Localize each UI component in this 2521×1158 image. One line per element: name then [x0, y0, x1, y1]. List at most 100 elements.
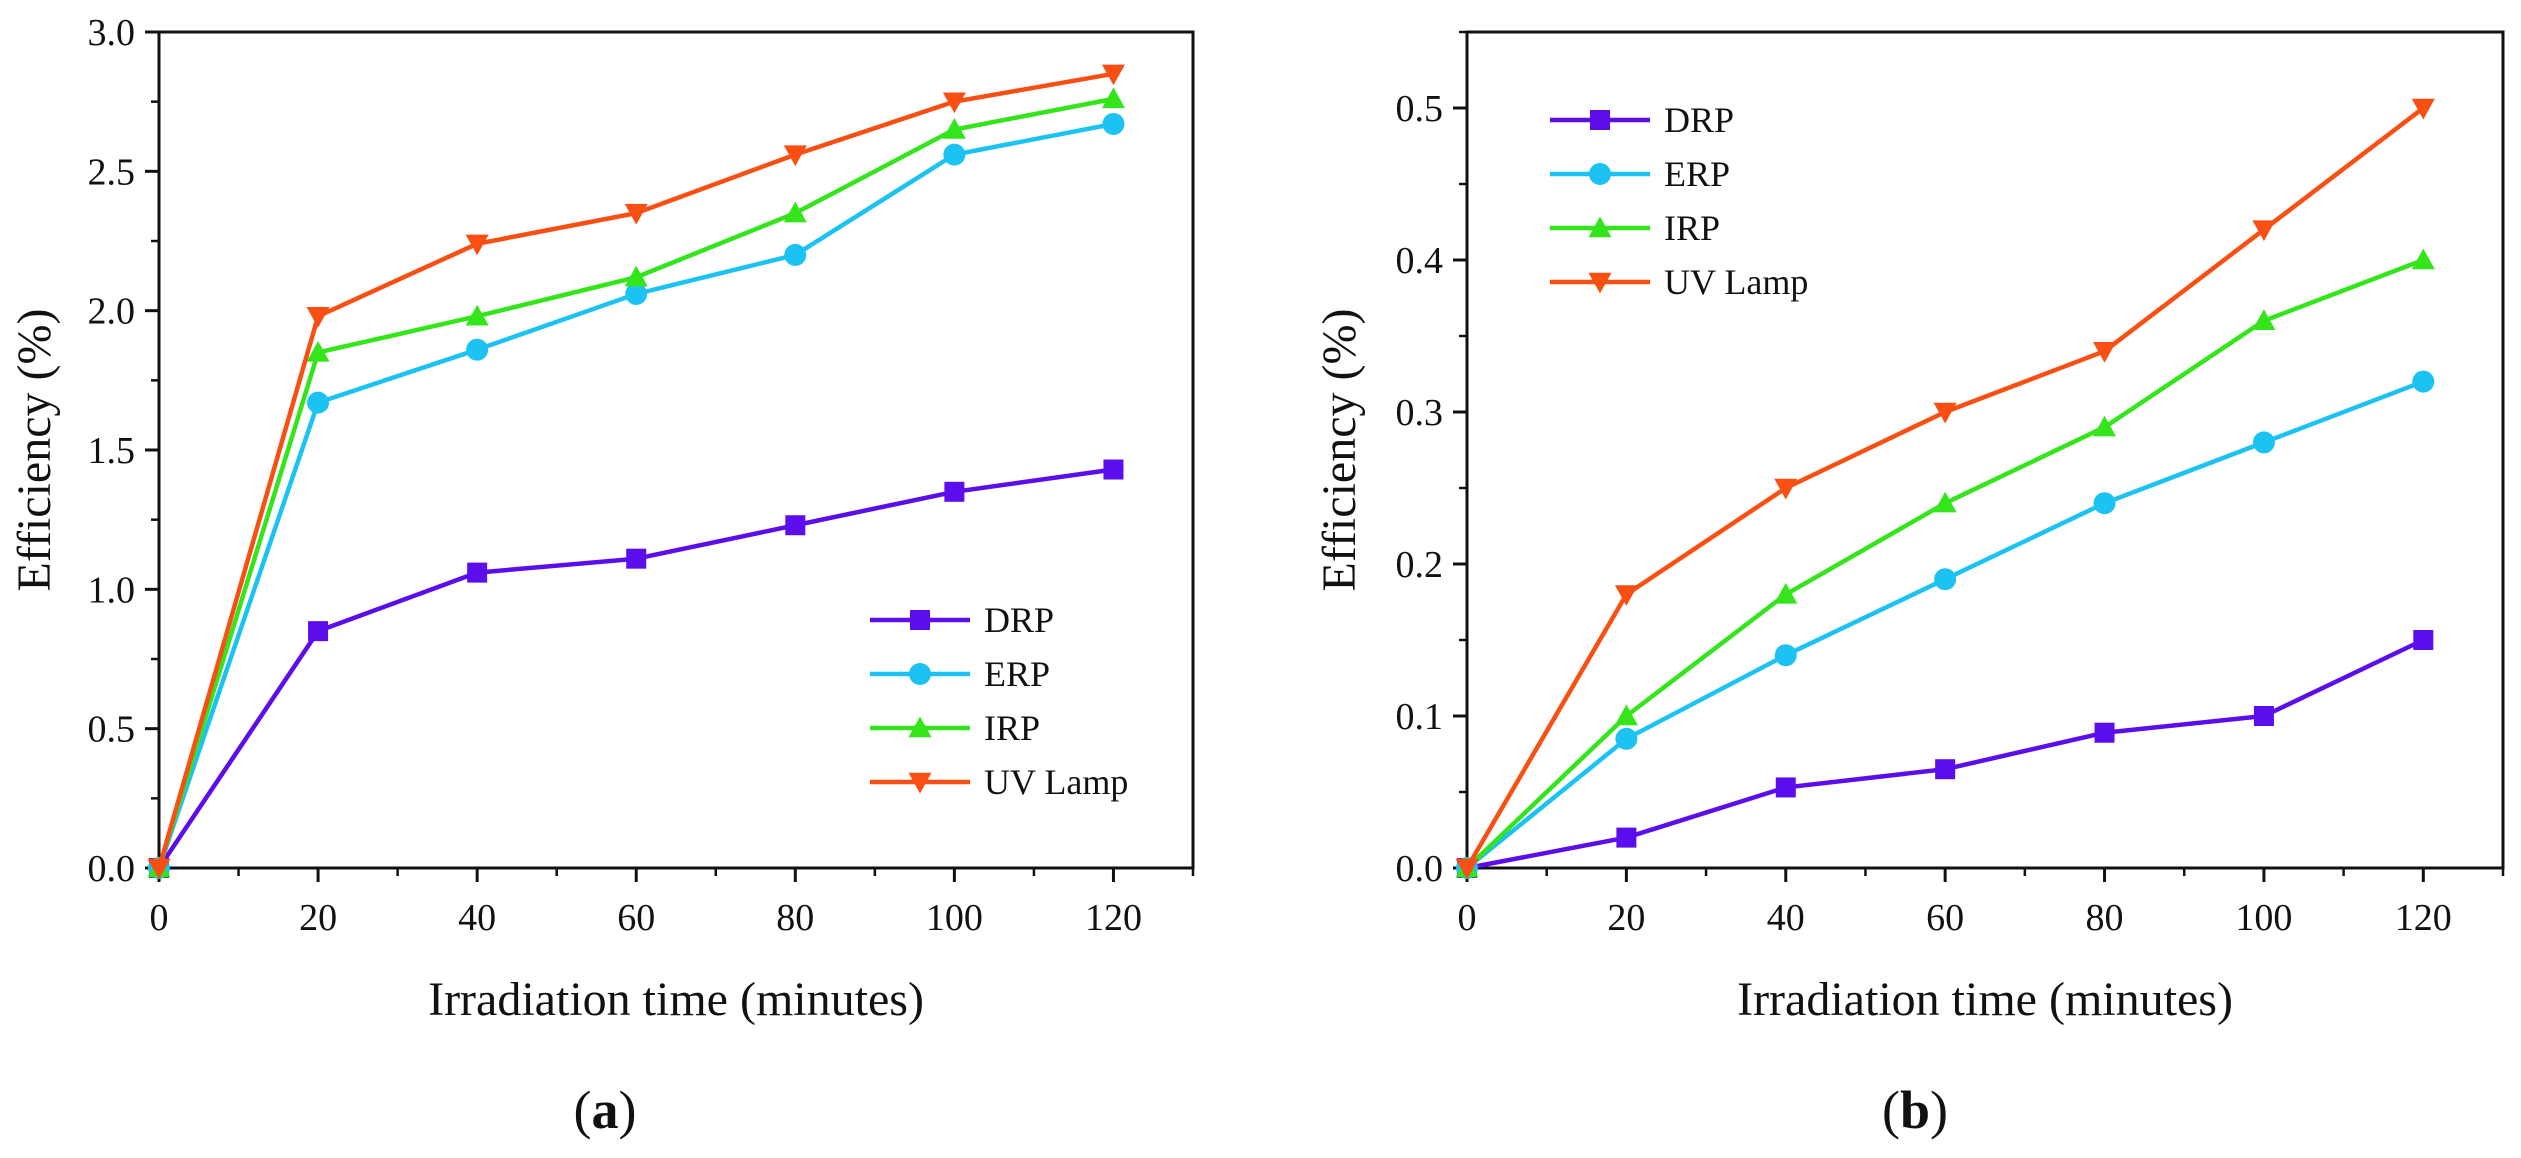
data-point-irp [783, 201, 807, 223]
x-tick-label: 80 [776, 897, 814, 939]
x-tick-label: 100 [926, 897, 983, 939]
plot-frame [1465, 30, 2505, 870]
y-tick-label: 3.0 [88, 12, 136, 54]
x-tick-label: 20 [1607, 897, 1645, 939]
data-point-erp [2252, 431, 2275, 454]
legend-label-irp: IRP [984, 708, 1040, 748]
x-tick-label: 20 [299, 897, 337, 939]
data-point-drp [626, 548, 647, 569]
y-tick-label: 1.0 [88, 569, 136, 611]
y-axis-title: Efficiency (%) [8, 309, 61, 592]
series-line-drp [157, 467, 1114, 870]
legend-label-erp: ERP [1664, 154, 1730, 194]
data-point-irp [942, 118, 966, 139]
data-point-drp [467, 562, 488, 583]
data-point-erp [625, 282, 648, 305]
y-tick-label: 0.5 [88, 709, 136, 751]
series-line-erp [156, 121, 1114, 869]
data-point-drp [2094, 722, 2115, 743]
y-tick-label: 0.0 [1396, 848, 1444, 890]
data-point-uv-lamp [942, 92, 966, 114]
data-point-uv-lamp [624, 203, 648, 225]
x-tick-label: 0 [150, 897, 169, 939]
y-tick-label: 0.1 [1396, 696, 1444, 738]
data-point-erp [2412, 370, 2435, 393]
data-point-irp [1101, 87, 1125, 109]
data-point-erp [1102, 112, 1125, 135]
data-point-uv-lamp [783, 145, 807, 167]
x-axis-title: Irradiation time (minutes) [1737, 973, 2233, 1026]
data-point-irp [1774, 582, 1798, 604]
data-point-uv-lamp [2252, 220, 2276, 242]
data-point-erp [943, 143, 966, 166]
legend-label-irp: IRP [1664, 208, 1720, 248]
chart-panel-b: 0 20 40 60 80 100 120 0.0 0.1 0.2 0.3 0.4 0.5 Irradia… [1313, 30, 2505, 1026]
legend-marker-irp [1588, 216, 1612, 238]
data-point-drp [308, 621, 329, 642]
data-point-drp [1616, 827, 1637, 848]
legend-marker-erp [909, 663, 931, 685]
data-point-uv-lamp [2411, 98, 2435, 120]
data-point-irp [2411, 248, 2435, 270]
legend-label-drp: DRP [1664, 100, 1734, 140]
legend-label-uv-lamp: UV Lamp [1664, 262, 1808, 302]
x-tick-label: 60 [1926, 897, 1964, 939]
legend-marker-irp [908, 716, 932, 738]
data-point-uv-lamp [147, 858, 171, 880]
data-point-drp [1775, 777, 1796, 798]
x-tick-label: 120 [1085, 897, 1142, 939]
data-point-drp [2253, 706, 2274, 726]
y-tick-label: 0.5 [1396, 88, 1444, 130]
data-point-drp [2413, 630, 2434, 650]
data-point-erp [307, 391, 330, 414]
caption-b: (b) [1882, 1080, 1948, 1140]
data-point-uv-lamp [1455, 858, 1479, 880]
y-tick-label: 0.2 [1396, 544, 1444, 586]
chart-panel-a: 0 20 40 60 80 100 120 0.0 0.5 1.0 1.5 2.0 2.5 3.0 Irra… [8, 12, 1195, 1026]
y-tick-label: 1.5 [88, 430, 136, 472]
legend-marker-drp [1590, 110, 1610, 130]
data-point-uv-lamp [1101, 64, 1125, 86]
data-point-drp [1103, 459, 1124, 480]
data-point-erp [1615, 727, 1638, 750]
data-point-uv-lamp [1933, 402, 1957, 424]
x-tick-label: 100 [2235, 897, 2292, 939]
legend-marker-uv-lamp [1588, 272, 1612, 294]
data-point-drp [785, 515, 806, 536]
series-line-uv-lamp [156, 71, 1114, 869]
y-tick-label: 0.3 [1396, 392, 1444, 434]
data-point-erp [1934, 568, 1957, 591]
y-tick-label: 2.0 [88, 291, 136, 333]
data-point-irp [1614, 704, 1638, 726]
x-tick-label: 60 [617, 897, 655, 939]
data-point-irp [306, 340, 330, 362]
legend-label-erp: ERP [984, 654, 1050, 694]
data-point-uv-lamp [1614, 585, 1638, 606]
data-point-irp [465, 304, 489, 326]
x-tick-label: 40 [1767, 897, 1805, 939]
data-point-uv-lamp [306, 307, 330, 328]
y-tick-label: 2.5 [88, 151, 136, 193]
caption-a: (a) [574, 1080, 637, 1140]
data-point-uv-lamp [1774, 478, 1798, 500]
x-tick-label: 80 [2086, 897, 2124, 939]
data-point-uv-lamp [465, 234, 489, 256]
y-axis-title: Efficiency (%) [1313, 309, 1366, 592]
data-point-erp [2093, 492, 2116, 515]
y-tick-label: 0.0 [88, 848, 136, 890]
x-tick-label: 40 [458, 897, 496, 939]
legend-label-uv-lamp: UV Lamp [984, 762, 1128, 802]
data-point-irp [624, 265, 648, 287]
legend-marker-uv-lamp [908, 772, 932, 794]
data-point-erp [784, 243, 807, 266]
data-point-uv-lamp [2093, 342, 2117, 363]
legend-marker-erp [1589, 163, 1611, 185]
legend-marker-drp [910, 610, 930, 630]
data-point-irp [2252, 309, 2276, 330]
x-axis-title: Irradiation time (minutes) [428, 973, 924, 1026]
data-point-drp [1935, 759, 1956, 780]
legend: DRP ERP IRP UV Lamp [1550, 100, 1808, 302]
data-point-erp [466, 338, 489, 361]
